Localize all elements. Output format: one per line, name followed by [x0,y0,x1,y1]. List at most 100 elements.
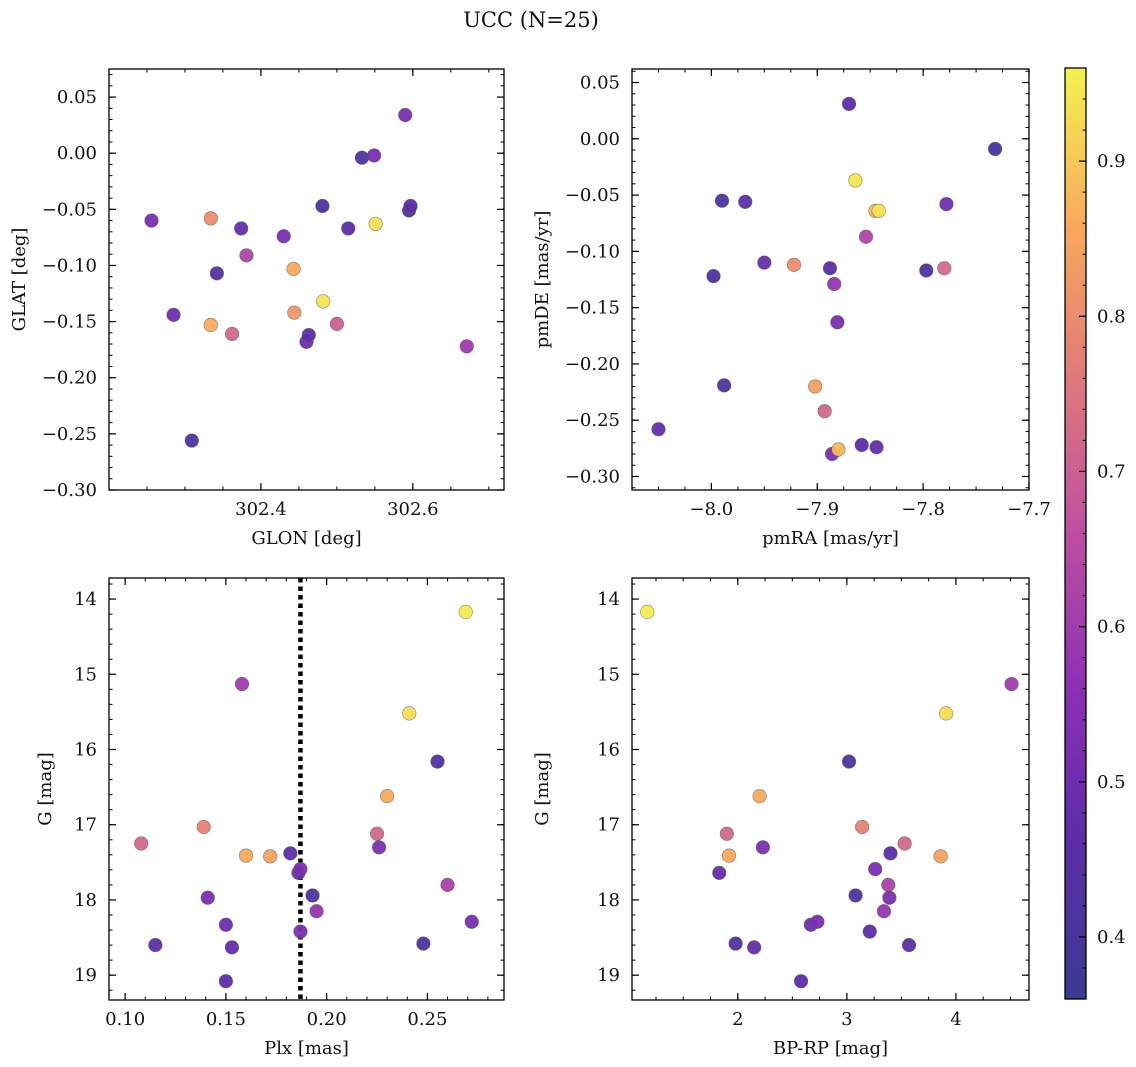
y-tick-label: 16 [597,740,620,761]
x-tick-label: −7.7 [1007,499,1051,520]
data-point [755,840,770,855]
data-point [203,211,218,226]
y-tick-label: −0.10 [42,255,97,276]
data-point [286,261,301,276]
data-point [276,229,291,244]
colorbar-tick-label: 0.4 [1097,927,1126,948]
data-point [305,888,320,903]
y-tick-label: −0.30 [42,480,97,501]
data-point [218,974,233,989]
colorbar-tick-label: 0.6 [1097,617,1126,638]
panel-3: 0.10 0.15 0.20 0.25 14 15 16 17 18 19 Plx [mas] G [… [35,577,505,1059]
data-point [293,924,308,939]
x-tick-label: 0.15 [206,1009,246,1030]
colorbar: 0.4 0.5 0.6 0.7 0.8 0.9 [1064,67,1126,1000]
y-tick-label: 18 [74,890,97,911]
plot-frame [631,577,1030,1001]
data-point [341,221,356,236]
panel-4: 2 3 4 14 15 16 17 18 19 BP-RP [mag] G [mag] [532,577,1030,1059]
y-tick-label: 17 [74,815,97,836]
data-point [882,890,897,905]
x-tick-label: 4 [950,1009,961,1030]
data-point [706,269,721,284]
x-tick-label: 3 [841,1009,852,1030]
data-point [883,846,898,861]
x-tick-label: −8.0 [690,499,734,520]
y-tick-label: 0.00 [580,129,620,150]
y-tick-label: 17 [597,815,620,836]
figure-title: UCC (N=25) [463,8,599,32]
data-point [458,604,473,619]
data-point [651,422,666,437]
y-tick-label: −0.15 [42,312,97,333]
data-point [714,193,730,208]
plot-frame [108,68,505,491]
y-tick-label: −0.25 [42,424,97,445]
data-point [808,379,823,394]
x-axis-label: Plx [mas] [264,1038,349,1059]
y-tick-label: −0.20 [42,368,97,389]
data-point [738,194,753,209]
y-tick-label: 19 [74,965,97,986]
data-point [897,836,912,851]
data-point [830,315,845,330]
data-point [841,96,857,111]
data-point [757,255,772,270]
data-point [144,213,159,228]
x-axis-label: BP-RP [mag] [773,1038,888,1059]
data-point [822,261,838,276]
data-point [293,862,308,877]
x-tick-label: −7.9 [795,499,839,520]
y-axis-label: G [mag] [35,752,56,825]
data-point [858,229,874,244]
data-point [287,305,302,320]
y-axis-label: pmDE [mas/yr] [532,211,553,349]
colorbar-tick-label: 0.8 [1097,306,1126,327]
data-point [640,604,655,619]
data-point [371,840,387,855]
y-tick-label: −0.05 [42,199,97,220]
y-axis-label: GLAT [deg] [9,228,30,332]
y-tick-label: 0.05 [580,73,620,94]
data-point [402,706,417,721]
data-point [218,917,233,932]
data-point [712,865,727,880]
data-point [855,819,870,835]
y-tick-label: −0.15 [565,298,620,319]
data-point [416,936,431,951]
y-tick-label: 0.05 [57,87,97,108]
data-point [369,826,385,841]
x-tick-label: 302.4 [235,499,287,520]
y-tick-label: −0.30 [565,466,620,487]
data-point [871,203,886,218]
data-point [854,437,869,453]
y-tick-label: 16 [74,740,97,761]
data-point [440,877,455,893]
data-point [238,848,254,863]
data-point [747,940,762,955]
data-point [354,150,370,165]
plot-frame [108,577,505,1001]
data-point [234,676,250,692]
y-tick-label: 14 [74,589,97,610]
data-point [263,849,278,864]
data-point [937,261,952,276]
data-point [464,914,479,929]
colorbar-tick-label: 0.7 [1097,461,1126,482]
data-point [380,789,395,804]
data-point [841,754,857,769]
data-point [728,936,743,951]
y-tick-label: 15 [74,664,97,685]
data-point [869,440,884,455]
x-tick-label: 2 [732,1009,743,1030]
data-point [810,914,825,929]
y-tick-label: −0.10 [565,241,620,262]
data-point [398,107,413,123]
y-tick-label: −0.05 [565,185,620,206]
data-point [301,327,316,343]
data-point [184,433,199,448]
data-point [209,266,224,281]
panel-2: −8.0 −7.9 −7.8 −7.7 0.05 0.00 −0.05 −0.10 −0.15 −… [532,68,1051,549]
x-tick-label: 0.10 [105,1009,145,1030]
data-point [721,848,737,863]
